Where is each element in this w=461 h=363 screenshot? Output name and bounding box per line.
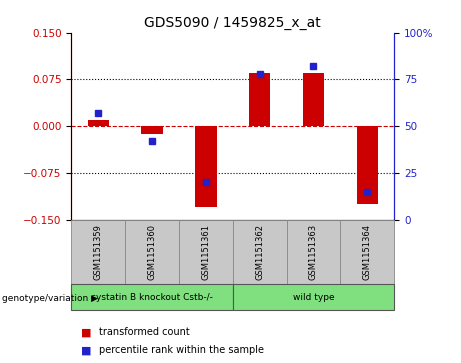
Bar	[195, 126, 217, 207]
Text: GSM1151363: GSM1151363	[309, 224, 318, 280]
Bar	[125, 220, 179, 285]
Bar	[233, 284, 394, 310]
Bar	[303, 73, 324, 126]
Text: transformed count: transformed count	[99, 327, 190, 337]
Text: GSM1151361: GSM1151361	[201, 224, 210, 280]
Text: genotype/variation ▶: genotype/variation ▶	[2, 294, 98, 303]
Bar	[179, 220, 233, 285]
Bar	[71, 284, 233, 310]
Text: wild type: wild type	[293, 293, 334, 302]
Text: GSM1151364: GSM1151364	[363, 224, 372, 280]
Text: ■: ■	[81, 327, 91, 337]
Bar	[340, 220, 394, 285]
Bar	[233, 220, 287, 285]
Text: GSM1151362: GSM1151362	[255, 224, 264, 280]
Text: GSM1151360: GSM1151360	[148, 224, 157, 280]
Text: ■: ■	[81, 345, 91, 355]
Text: GSM1151359: GSM1151359	[94, 224, 103, 280]
Bar	[356, 126, 378, 204]
Bar	[71, 220, 125, 285]
Bar	[249, 73, 271, 126]
Bar	[287, 220, 340, 285]
Text: percentile rank within the sample: percentile rank within the sample	[99, 345, 264, 355]
Text: cystatin B knockout Cstb-/-: cystatin B knockout Cstb-/-	[91, 293, 213, 302]
Title: GDS5090 / 1459825_x_at: GDS5090 / 1459825_x_at	[144, 16, 321, 30]
Bar	[88, 120, 109, 126]
Bar	[142, 126, 163, 134]
